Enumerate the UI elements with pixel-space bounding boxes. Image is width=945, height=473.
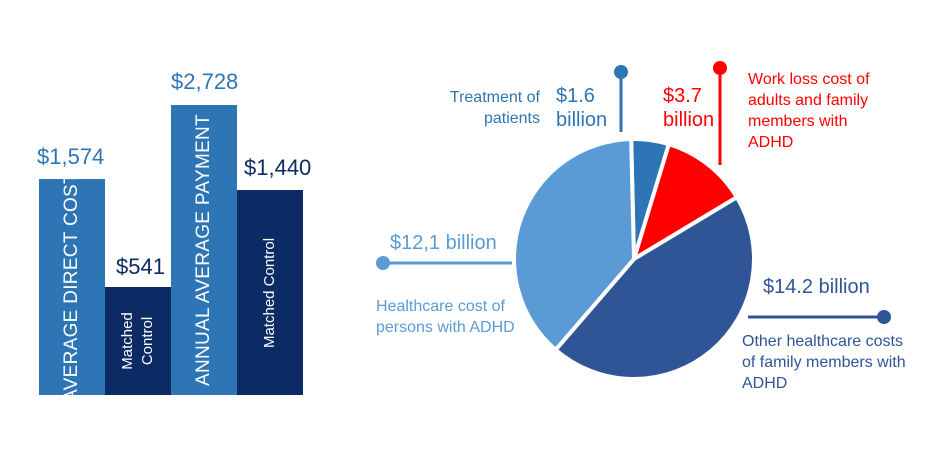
value-direct-matched-control: $541 [116,254,165,279]
amount-workloss: $3.7 billion [663,85,715,131]
label-treatment: Treatment of patients [449,89,540,127]
pie-slices [512,137,756,381]
amount-other: $14.2 billion [763,276,870,298]
amount-persons: $12,1 billion [390,232,497,254]
amount-treatment: $1.6 billion [556,85,608,131]
pie-slice-other [553,195,756,381]
bar-average-direct-cost: AVERAGE DIRECT COST [39,172,105,402]
bar-annual-average-payment: ANNUAL AVERAGE PAYMENT [171,105,237,395]
pie-slice-workloss [632,142,739,261]
bar-annual-matched-control: Matched Control [237,190,303,395]
label-other: Other healthcare costs of family members… [742,333,906,392]
value-annual-matched-control: $1,440 [244,155,312,180]
leader-dot-other [877,310,891,324]
leader-dot-workloss [713,61,727,75]
value-annual-average-payment: $2,728 [171,69,239,94]
leader-dot-persons [376,256,390,270]
bar-direct-matched-control: Matched Control [105,287,171,395]
leader-dot-treatment [614,65,628,79]
value-average-direct-cost: $1,574 [37,144,105,169]
label-persons: Healthcare cost of persons with ADHD [376,298,515,336]
label-workloss: Work loss cost of adults and family memb… [748,71,870,151]
pie-slice-persons [512,137,636,352]
